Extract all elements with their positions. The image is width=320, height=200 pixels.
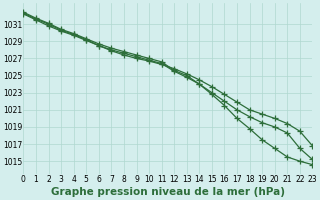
X-axis label: Graphe pression niveau de la mer (hPa): Graphe pression niveau de la mer (hPa) xyxy=(51,187,285,197)
